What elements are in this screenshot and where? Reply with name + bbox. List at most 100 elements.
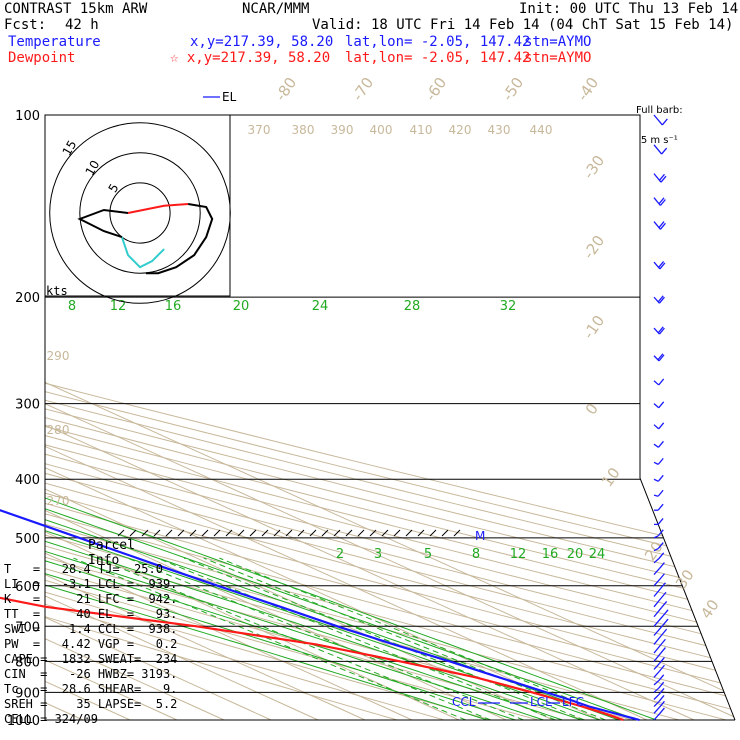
parcel-row: CELL = 324/09: [4, 712, 98, 726]
hatch-mark: [201, 529, 209, 537]
hatch-mark: [453, 529, 461, 537]
parcel-row: TT = 40 EL = 93.: [4, 607, 178, 621]
wind-barbs: [653, 114, 669, 721]
wind-barb: [654, 503, 664, 511]
dry-adiabat-line: [45, 115, 735, 720]
isotherm-label: -20: [580, 232, 609, 262]
wind-barb: [653, 353, 665, 362]
hodograph-units: kts: [46, 284, 68, 298]
isotherm-label: -30: [580, 152, 609, 182]
barb-legend-line-1: Full barb:: [636, 105, 683, 116]
mixing-ratio-label: 24: [312, 299, 329, 314]
barb-legend-line-2: 5 m s⁻¹: [640, 135, 678, 146]
hatch-mark: [141, 529, 149, 537]
pressure-tick-label: 300: [15, 398, 40, 413]
wind-barb: [653, 573, 665, 587]
header: CONTRAST 15km ARW NCAR/MMM Init: 00 UTC …: [0, 0, 740, 70]
wind-barb: [653, 656, 665, 670]
mixing-ratio-label: 3: [374, 547, 382, 562]
wind-barb: [653, 221, 666, 230]
mixing-ratio-label: 20: [233, 299, 250, 314]
wind-barb: [654, 517, 664, 526]
dry-adiabat-line: [45, 115, 735, 720]
wind-barb: [653, 664, 665, 678]
barb-legend: Full barb: 5 m s⁻¹: [636, 86, 683, 156]
dry-adiabat-line: [45, 115, 735, 720]
parcel-row: K = 21 LFC = 942.: [4, 592, 178, 606]
isotherm-line: [45, 115, 272, 720]
dry-adiabat-line: [45, 115, 586, 720]
dry-adiabat-line: [45, 115, 735, 720]
lfc-marker-label: LFC: [562, 695, 584, 709]
isotherm-line: [45, 115, 735, 720]
mixing-ratio-label: 24: [589, 547, 606, 562]
isotherm-line: [45, 115, 735, 720]
dry-adiabat-line: [45, 115, 735, 720]
hodograph-ring: [49, 122, 231, 304]
dewpoint-profile: [0, 596, 624, 722]
wind-barb: [653, 681, 665, 693]
isotherm-label: 40: [697, 596, 723, 622]
model-title: CONTRAST 15km ARW: [4, 1, 148, 17]
wind-barb: [653, 618, 669, 636]
theta-label: 420: [449, 123, 472, 137]
parcel-row: Tc = 28.6 SHEAR= 9.: [4, 682, 178, 696]
parcel-row: SREH = 35 LAPSE= 5.2: [4, 697, 178, 711]
dewpoint-legend-label: Dewpoint: [8, 50, 76, 66]
isotherm-label: -10: [580, 312, 609, 342]
hatch-mark: [333, 529, 341, 537]
hatch-mark: [345, 529, 353, 537]
wind-barb: [653, 529, 664, 539]
hatch-mark: [225, 529, 233, 537]
dry-adiabat-line: [45, 115, 735, 720]
wind-barb: [653, 326, 665, 335]
wind-barb: [653, 173, 667, 183]
wind-barb: [653, 582, 666, 597]
mixing-ratio-label: 12: [110, 299, 127, 314]
hatch-mark: [405, 529, 413, 537]
mixing-ratio-label: 20: [567, 547, 584, 562]
wind-barb: [653, 440, 664, 448]
parcel-row: T = 28.4 TJ= 25.0: [4, 562, 163, 576]
hatch-mark: [237, 529, 245, 537]
theta-label: 280: [47, 423, 70, 437]
isotherm-label: -50: [499, 74, 528, 104]
ccl-marker-label: CCL: [452, 695, 476, 709]
pressure-tick-label: 100: [15, 109, 40, 124]
dry-adiabat-line: [45, 115, 735, 720]
fcst-label: Fcst:: [4, 17, 47, 33]
temperature-xy: x,y=217.39, 58.20: [190, 34, 334, 50]
hatch-mark: [429, 529, 437, 537]
temperature-profile: [0, 509, 640, 722]
hatch-mark: [273, 529, 281, 537]
parcel-row: CAPE = 1832 SWEAT= 234: [4, 652, 178, 666]
parcel-info-title: Parcel Info: [88, 538, 135, 568]
hodograph-low-segment: [120, 236, 165, 269]
m-marker-label: M: [475, 529, 485, 543]
hatch-mark: [369, 529, 377, 537]
hodograph-ring-label: 10: [83, 158, 103, 178]
theta-label: 430: [488, 123, 511, 137]
mixing-ratio-label: 8: [68, 299, 76, 314]
pressure-tick-label: 200: [15, 291, 40, 306]
isotherm-label: -40: [574, 74, 603, 104]
wind-barb: [653, 144, 668, 155]
wind-barb: [653, 197, 666, 206]
isotherm-label: -70: [349, 74, 378, 104]
hodograph-upper-segment: [146, 203, 214, 275]
isotherm-label: 10: [598, 464, 624, 490]
mixing-ratio-label: 12: [510, 547, 527, 562]
isotherm-line: [45, 115, 507, 720]
mixing-ratio-line: [203, 557, 606, 720]
parcel-row: SWI = 1.4 CCL = 938.: [4, 622, 178, 636]
hatch-mark: [129, 529, 137, 537]
isotherm-label: -80: [272, 74, 301, 104]
mixing-ratio-line: [157, 557, 556, 720]
isotherm-line: [45, 115, 554, 720]
theta-label: 400: [370, 123, 393, 137]
wind-barb: [653, 601, 668, 618]
theta-label: 440: [530, 123, 553, 137]
mixing-ratio-label: 28: [404, 299, 421, 314]
hatch-mark: [189, 529, 197, 537]
